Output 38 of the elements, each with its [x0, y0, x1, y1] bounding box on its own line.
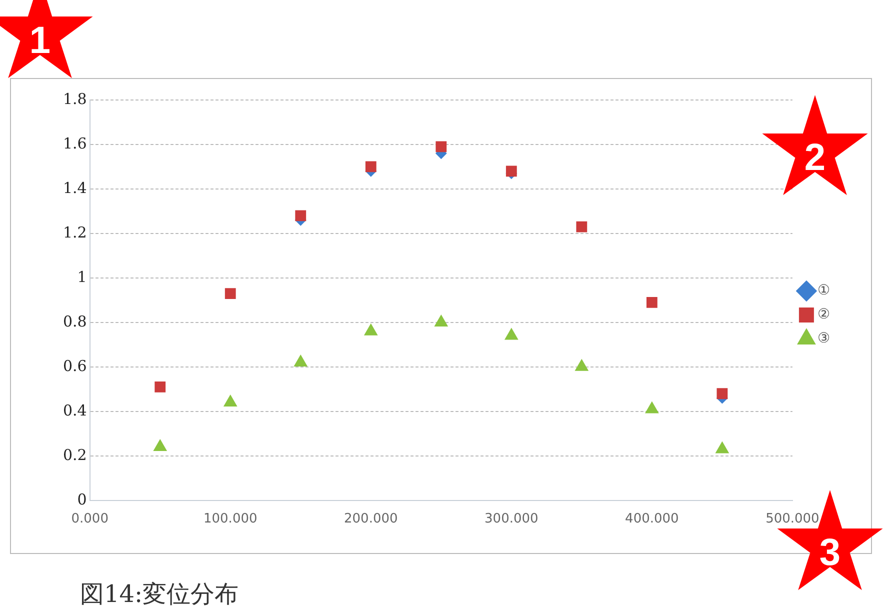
- legend-label: ①: [817, 282, 830, 299]
- point: [646, 296, 658, 308]
- y-tick-label: 1.4: [62, 178, 87, 197]
- x-tick-label: 0.000: [71, 512, 108, 527]
- y-tick-label: 0.6: [62, 356, 87, 375]
- y-tick-label: 1: [77, 268, 87, 286]
- x-tick-label: 200.000: [344, 512, 398, 527]
- x-tick-label: 400.000: [625, 512, 679, 527]
- point: [434, 314, 448, 326]
- x-tick-label: 100.000: [203, 512, 258, 527]
- y-tick-label: 0: [77, 490, 87, 508]
- x-tick-label: 500.000: [766, 512, 820, 527]
- legend-label: ③: [817, 330, 830, 347]
- y-tick-label: 0.2: [62, 446, 87, 464]
- legend-label: ②: [817, 306, 830, 323]
- caption: 図14:変位分布: [80, 579, 239, 606]
- point: [154, 382, 166, 392]
- point: [224, 288, 236, 299]
- point: [645, 402, 658, 414]
- x-tick-label: 300.000: [484, 512, 538, 527]
- point: [504, 328, 518, 340]
- y-tick-label: 1.6: [62, 134, 87, 152]
- point: [575, 359, 588, 371]
- point: [436, 141, 447, 152]
- point: [365, 161, 376, 172]
- point: [576, 221, 588, 232]
- point: [154, 440, 167, 452]
- y-tick-label: 0.8: [62, 312, 87, 330]
- point: [716, 388, 728, 400]
- point: [716, 442, 729, 454]
- point: [295, 210, 306, 222]
- point: [364, 324, 378, 336]
- y-tick-label: 0.4: [62, 401, 87, 420]
- point: [294, 354, 308, 366]
- y-tick-label: 1.8: [62, 90, 87, 108]
- point: [506, 166, 517, 177]
- point: [224, 395, 237, 407]
- y-tick-label: 1.2: [62, 223, 87, 242]
